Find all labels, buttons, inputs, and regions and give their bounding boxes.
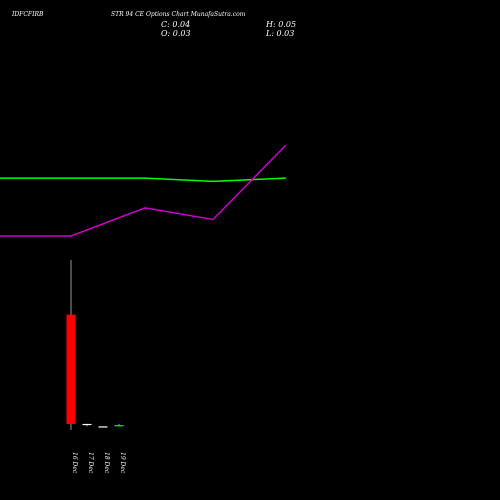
high-value: H: 0.05 (266, 20, 297, 29)
open-value: O: 0.03 (161, 29, 191, 38)
close-value: C: 0.04 (161, 20, 191, 29)
candle-body (114, 425, 124, 427)
candle-body (98, 426, 108, 428)
date-tick-label: 17 Dec (87, 452, 94, 474)
overlay-lines (0, 144, 287, 237)
date-tick-label: 19 Dec (119, 452, 126, 474)
date-tick-label: 18 Dec (103, 452, 110, 474)
green-overlay-line (0, 177, 287, 183)
candles (66, 260, 124, 430)
candle-body (82, 423, 92, 426)
candle-body (66, 314, 76, 424)
date-tick-label: 16 Dec (71, 452, 78, 474)
symbol-label: IDFCFIRB (12, 11, 44, 18)
date-labels: 16 Dec 17 Dec 18 Dec 19 Dec (71, 452, 126, 474)
chart-subtitle: STR 94 CE Options Chart MunafaSutra.com (111, 11, 246, 18)
magenta-overlay-line (0, 144, 287, 237)
low-value: L: 0.03 (266, 29, 295, 38)
